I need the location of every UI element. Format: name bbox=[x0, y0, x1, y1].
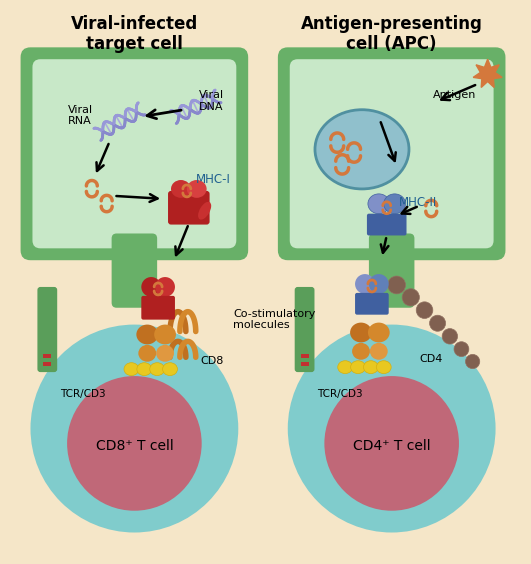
FancyBboxPatch shape bbox=[369, 233, 414, 308]
Ellipse shape bbox=[376, 361, 391, 373]
Ellipse shape bbox=[198, 202, 211, 219]
FancyBboxPatch shape bbox=[278, 47, 506, 260]
Ellipse shape bbox=[338, 361, 353, 373]
Ellipse shape bbox=[156, 345, 174, 362]
Text: Viral-infected
target cell: Viral-infected target cell bbox=[71, 15, 198, 54]
Text: Viral
RNA: Viral RNA bbox=[68, 105, 93, 126]
Ellipse shape bbox=[350, 323, 372, 342]
Bar bbox=[44, 362, 52, 366]
Ellipse shape bbox=[350, 361, 365, 373]
Ellipse shape bbox=[384, 194, 406, 214]
FancyBboxPatch shape bbox=[112, 233, 157, 308]
FancyBboxPatch shape bbox=[367, 214, 407, 235]
FancyBboxPatch shape bbox=[32, 59, 236, 248]
Text: TCR/CD3: TCR/CD3 bbox=[318, 389, 363, 399]
Ellipse shape bbox=[315, 110, 409, 189]
Ellipse shape bbox=[154, 324, 176, 345]
Ellipse shape bbox=[137, 363, 152, 376]
Circle shape bbox=[416, 302, 433, 319]
Ellipse shape bbox=[363, 361, 378, 373]
Bar bbox=[301, 362, 309, 366]
Circle shape bbox=[442, 329, 458, 344]
Ellipse shape bbox=[355, 274, 375, 294]
Circle shape bbox=[466, 354, 479, 369]
Ellipse shape bbox=[136, 324, 158, 345]
Circle shape bbox=[288, 324, 495, 532]
Ellipse shape bbox=[162, 363, 177, 376]
Text: CD8: CD8 bbox=[201, 356, 224, 366]
Text: CD4⁺ T cell: CD4⁺ T cell bbox=[353, 439, 431, 453]
Ellipse shape bbox=[187, 180, 207, 198]
Ellipse shape bbox=[370, 343, 388, 360]
Circle shape bbox=[430, 315, 446, 331]
Ellipse shape bbox=[124, 363, 139, 376]
Text: MHC-II: MHC-II bbox=[399, 196, 437, 209]
Ellipse shape bbox=[139, 345, 156, 362]
Text: Antigen-presenting
cell (APC): Antigen-presenting cell (APC) bbox=[301, 15, 483, 54]
FancyBboxPatch shape bbox=[37, 287, 57, 372]
Text: CD4: CD4 bbox=[419, 354, 443, 364]
Ellipse shape bbox=[150, 363, 165, 376]
Text: TCR/CD3: TCR/CD3 bbox=[60, 389, 106, 399]
Ellipse shape bbox=[155, 277, 175, 297]
Circle shape bbox=[388, 276, 406, 294]
FancyBboxPatch shape bbox=[290, 59, 494, 248]
Text: Co-stimulatory
molecules: Co-stimulatory molecules bbox=[233, 309, 316, 331]
FancyBboxPatch shape bbox=[168, 191, 210, 224]
Circle shape bbox=[67, 376, 202, 511]
Ellipse shape bbox=[171, 180, 191, 198]
Circle shape bbox=[324, 376, 459, 511]
FancyBboxPatch shape bbox=[21, 47, 248, 260]
Ellipse shape bbox=[369, 274, 389, 294]
Text: MHC-I: MHC-I bbox=[196, 173, 230, 186]
Circle shape bbox=[454, 342, 469, 356]
Circle shape bbox=[30, 324, 238, 532]
Ellipse shape bbox=[352, 343, 370, 360]
Text: CD8⁺ T cell: CD8⁺ T cell bbox=[96, 439, 173, 453]
FancyBboxPatch shape bbox=[355, 293, 389, 315]
Ellipse shape bbox=[368, 194, 390, 214]
Circle shape bbox=[402, 289, 419, 306]
FancyBboxPatch shape bbox=[141, 296, 175, 320]
Text: Viral
DNA: Viral DNA bbox=[199, 90, 224, 112]
Bar bbox=[44, 354, 52, 358]
Ellipse shape bbox=[141, 277, 161, 297]
Ellipse shape bbox=[368, 323, 390, 342]
Text: Antigen: Antigen bbox=[433, 90, 477, 100]
FancyBboxPatch shape bbox=[295, 287, 314, 372]
Polygon shape bbox=[473, 59, 502, 87]
Bar bbox=[301, 354, 309, 358]
